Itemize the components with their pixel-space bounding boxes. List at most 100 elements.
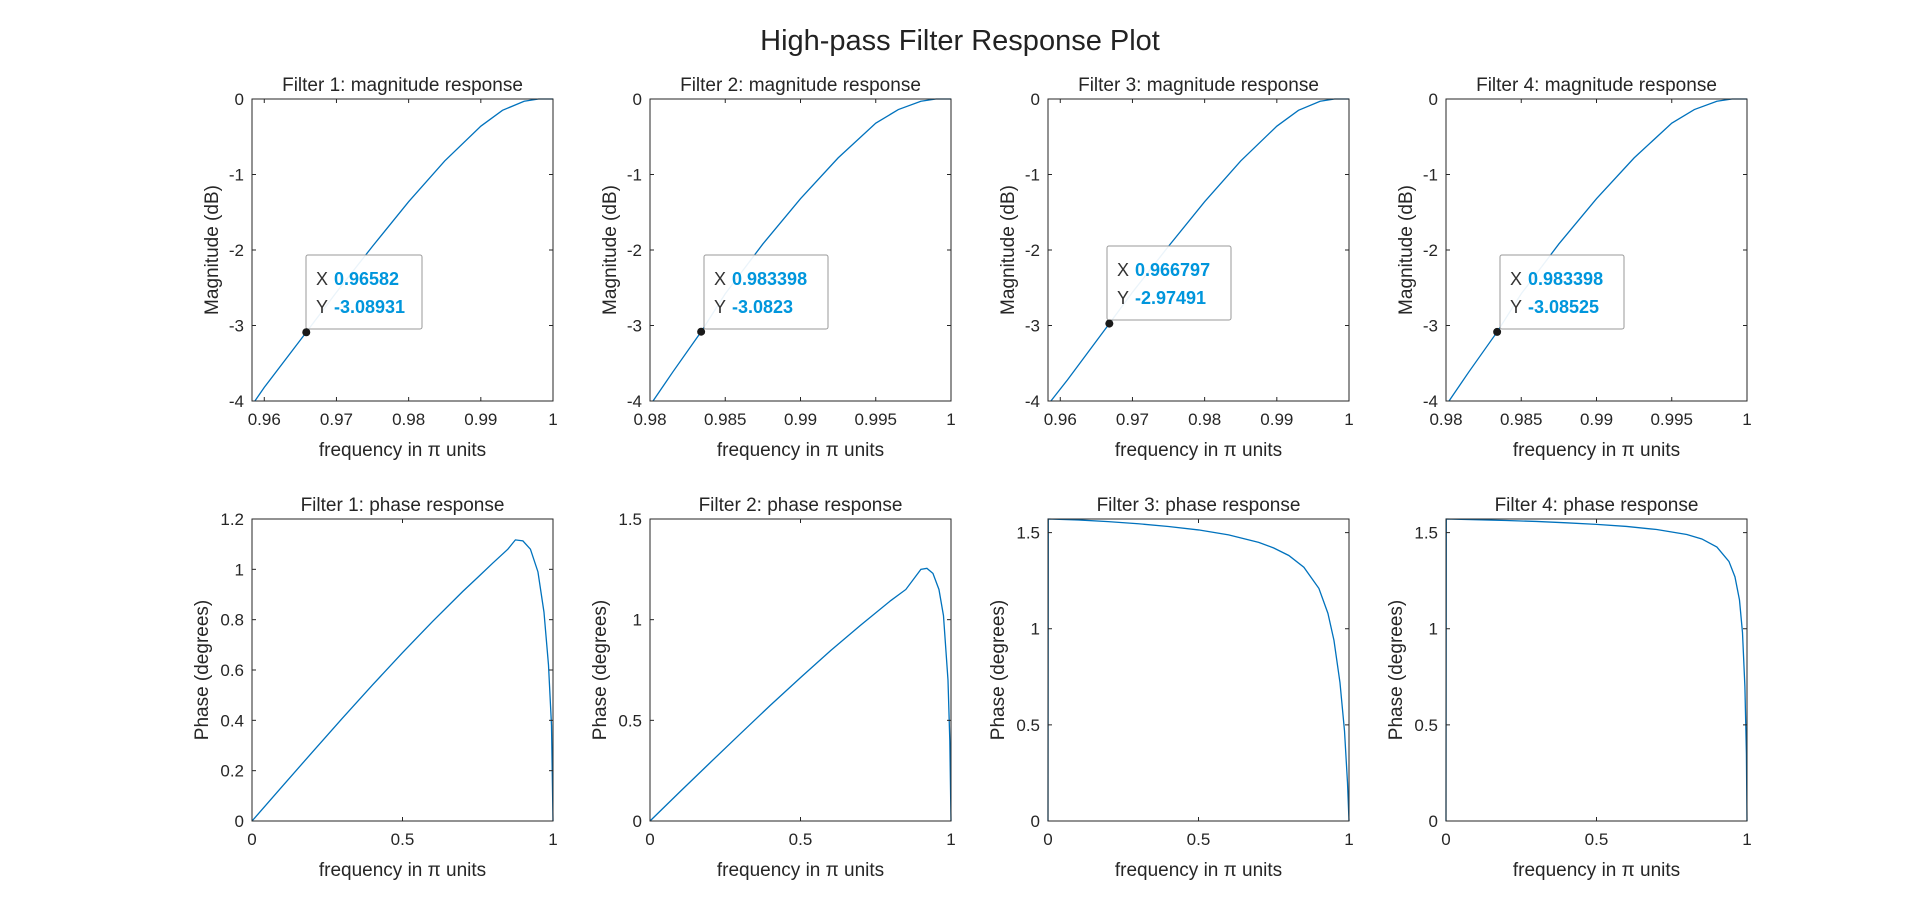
x-tick-label: 0.99	[464, 410, 497, 429]
subplot-8: 0 0.5 1 0 0.5 1 1.5 Filter 4: phase response fre…	[1386, 495, 1752, 881]
datatip-x-value: 0.983398	[732, 269, 807, 289]
x-tick-label: 0	[247, 830, 256, 849]
datatip-box[interactable]	[305, 254, 423, 330]
y-tick-label: -4	[1423, 392, 1438, 411]
x-tick-label: 0	[1441, 830, 1450, 849]
axes-box-4	[1445, 98, 1748, 402]
y-tick-label: -4	[627, 392, 642, 411]
y-tick-label: 0.5	[1414, 716, 1438, 735]
y-tick-label: -2	[229, 241, 244, 260]
x-axis-label-8: frequency in π units	[1513, 860, 1680, 881]
x-tick-label: 0.98	[392, 410, 425, 429]
x-tick-label: 0.985	[704, 410, 747, 429]
x-tick-label: 0.995	[1650, 410, 1693, 429]
series-line-2	[652, 98, 951, 402]
subplot-title-5: Filter 1: phase response	[301, 495, 505, 516]
y-tick-label: 0.8	[220, 611, 244, 630]
x-tick-label: 1	[946, 410, 955, 429]
datatip-x-key: X	[1117, 260, 1129, 280]
datatip-marker[interactable]	[1493, 327, 1502, 336]
y-tick-label: -3	[1423, 317, 1438, 336]
x-tick-label: 0.99	[784, 410, 817, 429]
datatip-y-value: -3.0823	[732, 297, 793, 317]
datatip-y-key: Y	[316, 297, 328, 317]
y-tick-label: -3	[1025, 317, 1040, 336]
axes-box-7	[1047, 518, 1350, 822]
x-tick-label: 0.5	[1585, 830, 1609, 849]
datatip-y-value: -2.97491	[1135, 288, 1206, 308]
y-tick-label: 0	[235, 90, 244, 109]
x-tick-label: 0.97	[320, 410, 353, 429]
y-tick-label: 0.5	[618, 711, 642, 730]
subplot-title-3: Filter 3: magnitude response	[1078, 75, 1319, 96]
x-axis-label-6: frequency in π units	[717, 860, 884, 881]
datatip-x-value: 0.96582	[334, 269, 399, 289]
subplot-title-2: Filter 2: magnitude response	[680, 75, 921, 96]
x-axis-label-3: frequency in π units	[1115, 440, 1282, 461]
subplot-5: 0 0.5 1 0 0.2 0.4 0.6 0.8 1 1.2 Filter 1: phase re…	[192, 495, 558, 881]
y-axis-label-6: Phase (degrees)	[590, 600, 611, 740]
datatip-marker[interactable]	[697, 327, 706, 336]
y-tick-label: 0.6	[220, 661, 244, 680]
y-tick-label: 0	[1429, 90, 1438, 109]
subplot-title-1: Filter 1: magnitude response	[282, 75, 523, 96]
subplot-title-4: Filter 4: magnitude response	[1476, 75, 1717, 96]
subplot-4: 0.98 0.985 0.99 0.995 1 -4 -3 -2 -1 0 Filter 4: ma…	[1396, 75, 1752, 461]
y-axis-label-4: Magnitude (dB)	[1396, 185, 1417, 315]
series-line-4	[1448, 98, 1747, 402]
datatip-y-key: Y	[1510, 297, 1522, 317]
x-tick-label: 1	[946, 830, 955, 849]
y-tick-label: -3	[229, 317, 244, 336]
y-axis-label-3: Magnitude (dB)	[998, 185, 1019, 315]
y-tick-label: 0.2	[220, 762, 244, 781]
y-tick-label: -4	[1025, 392, 1040, 411]
y-tick-label: 1	[633, 611, 642, 630]
x-tick-label: 0.99	[1260, 410, 1293, 429]
x-tick-label: 1	[548, 410, 557, 429]
x-tick-label: 0.96	[1044, 410, 1077, 429]
y-tick-label: 0.4	[220, 711, 244, 730]
x-axis-label-2: frequency in π units	[717, 440, 884, 461]
datatip-y-value: -3.08525	[1528, 297, 1599, 317]
datatip-marker[interactable]	[1105, 319, 1114, 328]
x-axis-label-7: frequency in π units	[1115, 860, 1282, 881]
subplot-6: 0 0.5 1 0 0.5 1 1.5 Filter 2: phase response fre…	[590, 495, 956, 881]
datatip-y-value: -3.08931	[334, 297, 405, 317]
datatip-box[interactable]	[1499, 254, 1625, 330]
x-tick-label: 0.5	[1187, 830, 1211, 849]
subplot-1: 0.96 0.97 0.98 0.99 1 -4 -3 -2 -1 0 Filter 1: magn…	[202, 75, 558, 461]
series-line-5	[251, 539, 554, 822]
series-line-8	[1445, 518, 1748, 822]
y-tick-label: 0	[1429, 812, 1438, 831]
y-tick-label: 0	[633, 812, 642, 831]
axes-box-2	[649, 98, 952, 402]
x-tick-label: 0.5	[391, 830, 415, 849]
datatip-box[interactable]	[1106, 245, 1232, 321]
y-tick-label: 1	[1429, 620, 1438, 639]
datatip-y-key: Y	[1117, 288, 1129, 308]
y-tick-label: 0	[1031, 812, 1040, 831]
y-tick-label: 1	[1031, 620, 1040, 639]
x-tick-label: 0.5	[789, 830, 813, 849]
datatip-x-key: X	[1510, 269, 1522, 289]
datatip-y-key: Y	[714, 297, 726, 317]
x-tick-label: 0.985	[1500, 410, 1543, 429]
axes-box-1	[251, 98, 554, 402]
y-tick-label: 1.5	[1016, 524, 1040, 543]
y-tick-label: 1.5	[618, 510, 642, 529]
y-tick-label: 0	[235, 812, 244, 831]
x-axis-label-4: frequency in π units	[1513, 440, 1680, 461]
x-tick-label: 0.995	[854, 410, 897, 429]
x-tick-label: 1	[1344, 410, 1353, 429]
y-tick-label: 0.5	[1016, 716, 1040, 735]
x-tick-label: 1	[548, 830, 557, 849]
datatip-box[interactable]	[703, 254, 829, 330]
y-tick-label: -3	[627, 317, 642, 336]
y-tick-label: 1	[235, 560, 244, 579]
x-axis-label-1: frequency in π units	[319, 440, 486, 461]
datatip-marker[interactable]	[302, 328, 311, 337]
axes-box-5	[251, 518, 554, 822]
y-tick-label: -2	[1423, 241, 1438, 260]
series-line-1	[254, 98, 553, 402]
